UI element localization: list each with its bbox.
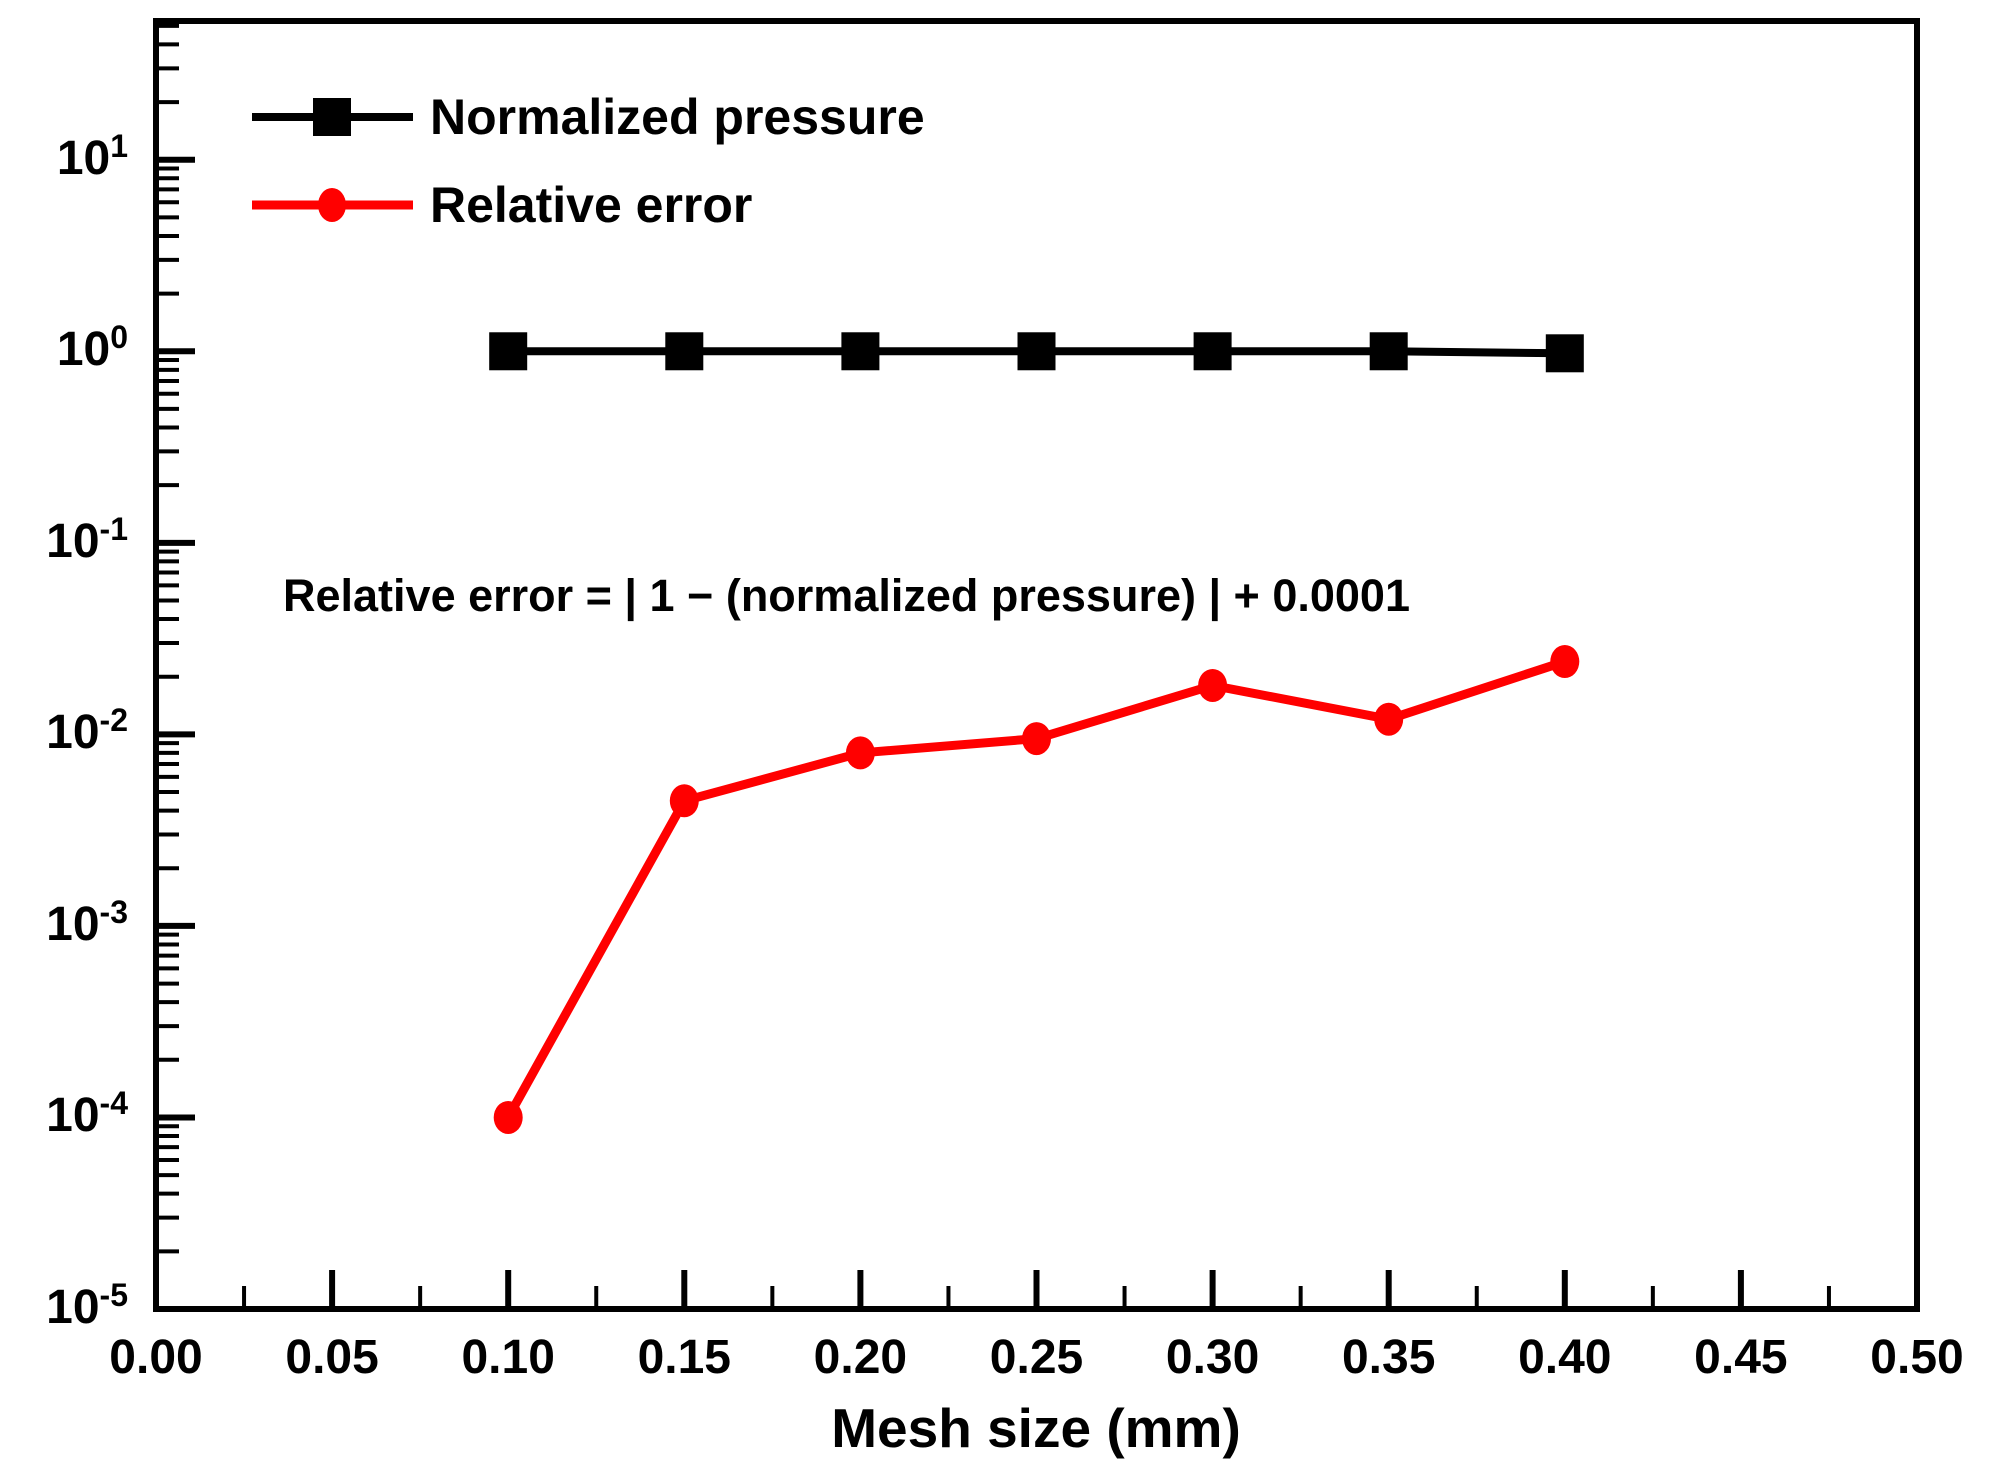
- y-tick-label: 10-1: [46, 510, 128, 568]
- y-tick-label: 10-4: [46, 1085, 128, 1143]
- relative-error-marker: [669, 784, 699, 818]
- relative-error-marker: [493, 1100, 523, 1134]
- x-tick-label: 0.30: [1165, 1331, 1260, 1384]
- relative-error-marker: [1374, 702, 1404, 736]
- x-tick-label: 0.45: [1694, 1331, 1788, 1384]
- x-axis-title: Mesh size (mm): [831, 1397, 1241, 1459]
- legend-sample-marker-relative-error: [318, 188, 346, 222]
- legend-label-normalized-pressure: Normalized pressure: [430, 89, 925, 145]
- x-tick-label: 0.25: [989, 1331, 1084, 1384]
- y-tick-label: 10-5: [46, 1277, 128, 1335]
- y-tick-label: 101: [56, 127, 128, 185]
- normalized-pressure-marker: [1545, 334, 1584, 373]
- relative-error-marker: [1022, 722, 1051, 756]
- normalized-pressure-marker: [841, 332, 880, 371]
- x-tick-label: 0.50: [1870, 1331, 1964, 1384]
- x-tick-label: 0.10: [461, 1331, 555, 1384]
- legend-label-relative-error: Relative error: [430, 177, 753, 233]
- relative-error-marker: [1550, 645, 1580, 679]
- x-tick-label: 0.05: [285, 1331, 379, 1384]
- normalized-pressure-marker: [489, 332, 528, 371]
- y-tick-label: 10-2: [46, 702, 128, 760]
- normalized-pressure-marker: [1017, 332, 1056, 371]
- x-tick-label: 0.40: [1518, 1331, 1612, 1384]
- legend-sample-marker-normalized-pressure: [313, 98, 351, 136]
- normalized-pressure-marker: [1193, 332, 1232, 371]
- y-tick-label: 100: [56, 319, 128, 377]
- normalized-pressure-marker: [665, 332, 704, 371]
- x-tick-label: 0.15: [637, 1331, 731, 1384]
- relative-error-marker: [845, 736, 875, 770]
- y-tick-label: 10-3: [46, 893, 128, 951]
- x-tick-label: 0.20: [813, 1331, 908, 1384]
- formula-annotation: Relative error = | 1 − (normalized press…: [283, 570, 1410, 621]
- plot-frame: [153, 18, 1920, 1312]
- relative-error-marker: [1198, 668, 1228, 702]
- x-tick-label: 0.00: [109, 1331, 203, 1384]
- normalized-pressure-marker: [1369, 332, 1408, 371]
- x-tick-label: 0.35: [1341, 1331, 1436, 1384]
